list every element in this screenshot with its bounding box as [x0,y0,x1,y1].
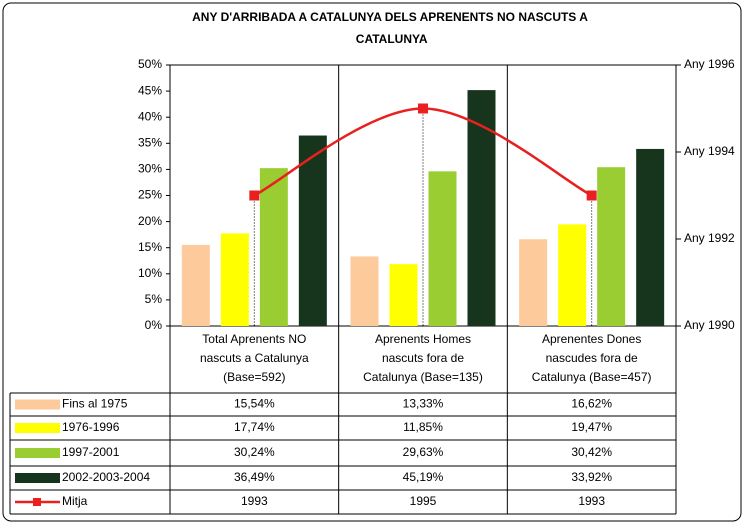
legend-swatch [33,498,41,506]
category-label: Total Aprenents NO nascuts a Catalunya (… [199,332,309,384]
y-tick-label: 0% [145,318,163,332]
table-cell: 13,33% [403,397,444,411]
bar [597,167,626,326]
table-cell: 11,85% [403,420,443,434]
y-tick-label: 50% [138,57,162,71]
legend-swatch [15,448,60,458]
table-cell: 30,42% [571,445,612,459]
table-cell: 33,92% [571,470,612,484]
table-cell: 1993 [241,494,268,508]
bar [558,224,587,326]
y2-tick-label: Any 1994 [684,144,735,158]
legend-swatch [15,423,60,433]
legend-label: 1997-2001 [62,445,120,459]
table-cell: 15,54% [234,397,275,411]
y-tick-label: 35% [138,135,162,149]
legend-label: Mitja [62,494,88,508]
table-cell: 29,63% [403,445,444,459]
y-tick-label: 45% [138,83,162,97]
table-cell: 36,49% [234,470,275,484]
y-tick-label: 20% [138,214,162,228]
bar [636,148,665,326]
line-marker [418,103,428,114]
category-label: Aprenents Homes nascuts fora de Cataluny… [363,332,483,384]
y-tick-label: 40% [138,109,162,123]
bar [519,239,548,326]
table-cell: 30,24% [234,445,275,459]
line-marker [249,190,260,201]
bar [298,135,327,326]
chart-title: ANY D'ARRIBADA A CATALUNYA DELS APRENENT… [192,10,588,46]
table-cell: 1993 [578,494,605,508]
bar [259,168,288,326]
y-tick-label: 30% [138,162,162,176]
category-label: Aprenentes Dones nascudes fora de Catalu… [531,332,652,384]
bar [350,256,379,326]
table-cell: 19,47% [571,420,612,434]
y-tick-label: 15% [138,240,162,254]
legend-label: 1976-1996 [62,420,120,434]
legend-swatch [15,473,60,483]
y2-tick-label: Any 1990 [684,318,735,332]
y2-tick-label: Any 1996 [684,57,735,71]
bar [181,244,210,326]
table-cell: 17,74% [234,420,275,434]
y-tick-label: 25% [138,188,162,202]
table-cell: 1995 [410,494,437,508]
y-tick-label: 5% [145,292,163,306]
y2-tick-label: Any 1992 [684,231,735,245]
table-cell: 45,19% [403,470,444,484]
bar [428,171,457,326]
legend-label: 2002-2003-2004 [62,470,150,484]
bar [389,264,418,326]
bar [220,233,249,326]
y-tick-label: 10% [138,266,162,280]
legend-label: Fins al 1975 [62,397,128,411]
line-marker [586,190,597,201]
table-cell: 16,62% [571,397,612,411]
legend-swatch [15,399,60,410]
